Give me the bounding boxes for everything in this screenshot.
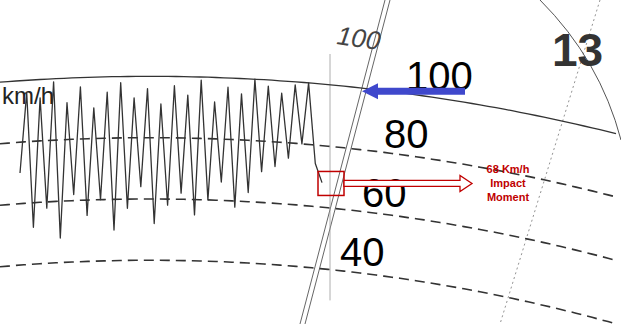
annotation-text: 68 Km/h [487,163,530,175]
time-line [300,0,385,324]
impact-annotation [318,171,472,195]
tachograph-chart: 406080100km/h1001368 Km/hImpactMoment [0,0,621,324]
speed-trace [20,79,322,238]
tick-label: 40 [340,230,385,274]
axis-label: km/h [2,82,54,109]
peak-arrow [362,83,465,99]
tick-label: 60 [362,171,407,215]
hour-label: 13 [552,24,603,76]
plot-area [20,79,322,238]
arrow-shaft [376,88,465,95]
annotation-text: Impact [490,177,526,189]
time-line [305,0,390,324]
impact-box [318,171,344,195]
tick-label: 80 [384,112,429,156]
impact-arrow [344,175,472,191]
grid-arc [0,199,616,260]
scale-label: 100 [335,20,383,56]
arrow-head [362,83,378,99]
page: {"chart_data": {"type": "tachograph", "y… [0,0,621,324]
grid-arc [0,260,616,324]
value-axis [330,54,331,300]
annotation-text: Moment [487,191,530,203]
grid-arc [0,138,616,197]
